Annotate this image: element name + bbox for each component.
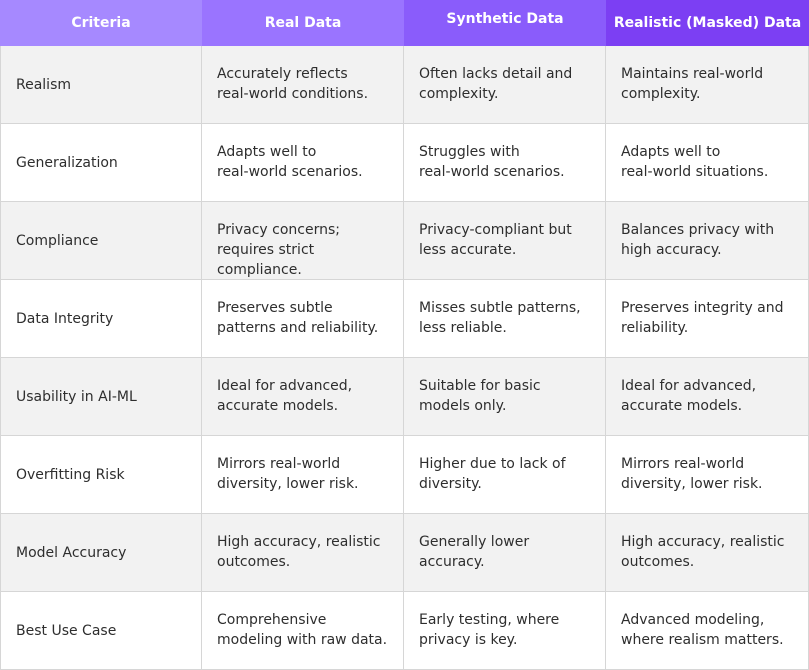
header-synthetic-data: Synthetic Data (404, 0, 606, 46)
real-data-cell: Mirrors real-world diversity, lower risk… (202, 436, 404, 514)
criteria-cell: Overfitting Risk (0, 436, 202, 514)
header-real-data: Real Data (202, 0, 404, 46)
synthetic-data-cell: Often lacks detail and complexity. (404, 46, 606, 124)
synthetic-data-cell: Struggles with real-world scenarios. (404, 124, 606, 202)
synthetic-data-cell: Misses subtle patterns, less reliable. (404, 280, 606, 358)
real-data-cell: Ideal for advanced, accurate models. (202, 358, 404, 436)
header-realistic-masked-data: Realistic (Masked) Data (606, 0, 809, 46)
header-criteria: Criteria (0, 0, 202, 46)
synthetic-data-cell: Higher due to lack of diversity. (404, 436, 606, 514)
synthetic-data-cell: Early testing, where privacy is key. (404, 592, 606, 670)
criteria-cell: Realism (0, 46, 202, 124)
masked-data-cell: Adapts well to real-world situations. (606, 124, 809, 202)
real-data-cell: Preserves subtle patterns and reliabilit… (202, 280, 404, 358)
criteria-cell: Model Accuracy (0, 514, 202, 592)
criteria-cell: Generalization (0, 124, 202, 202)
masked-data-cell: High accuracy, realistic outcomes. (606, 514, 809, 592)
real-data-cell: Adapts well to real-world scenarios. (202, 124, 404, 202)
criteria-cell: Best Use Case (0, 592, 202, 670)
synthetic-data-cell: Suitable for basic models only. (404, 358, 606, 436)
criteria-cell: Compliance (0, 202, 202, 280)
masked-data-cell: Preserves integrity and reliability. (606, 280, 809, 358)
real-data-cell: Privacy concerns; requires strict compli… (202, 202, 404, 280)
real-data-cell: High accuracy, realistic outcomes. (202, 514, 404, 592)
masked-data-cell: Advanced modeling, where realism matters… (606, 592, 809, 670)
real-data-cell: Accurately reflects real-world condition… (202, 46, 404, 124)
criteria-cell: Data Integrity (0, 280, 202, 358)
masked-data-cell: Maintains real-world complexity. (606, 46, 809, 124)
real-data-cell: Comprehensive modeling with raw data. (202, 592, 404, 670)
synthetic-data-cell: Privacy-compliant but less accurate. (404, 202, 606, 280)
masked-data-cell: Balances privacy with high accuracy. (606, 202, 809, 280)
masked-data-cell: Mirrors real-world diversity, lower risk… (606, 436, 809, 514)
synthetic-data-cell: Generally lower accuracy. (404, 514, 606, 592)
masked-data-cell: Ideal for advanced, accurate models. (606, 358, 809, 436)
criteria-cell: Usability in AI-ML (0, 358, 202, 436)
